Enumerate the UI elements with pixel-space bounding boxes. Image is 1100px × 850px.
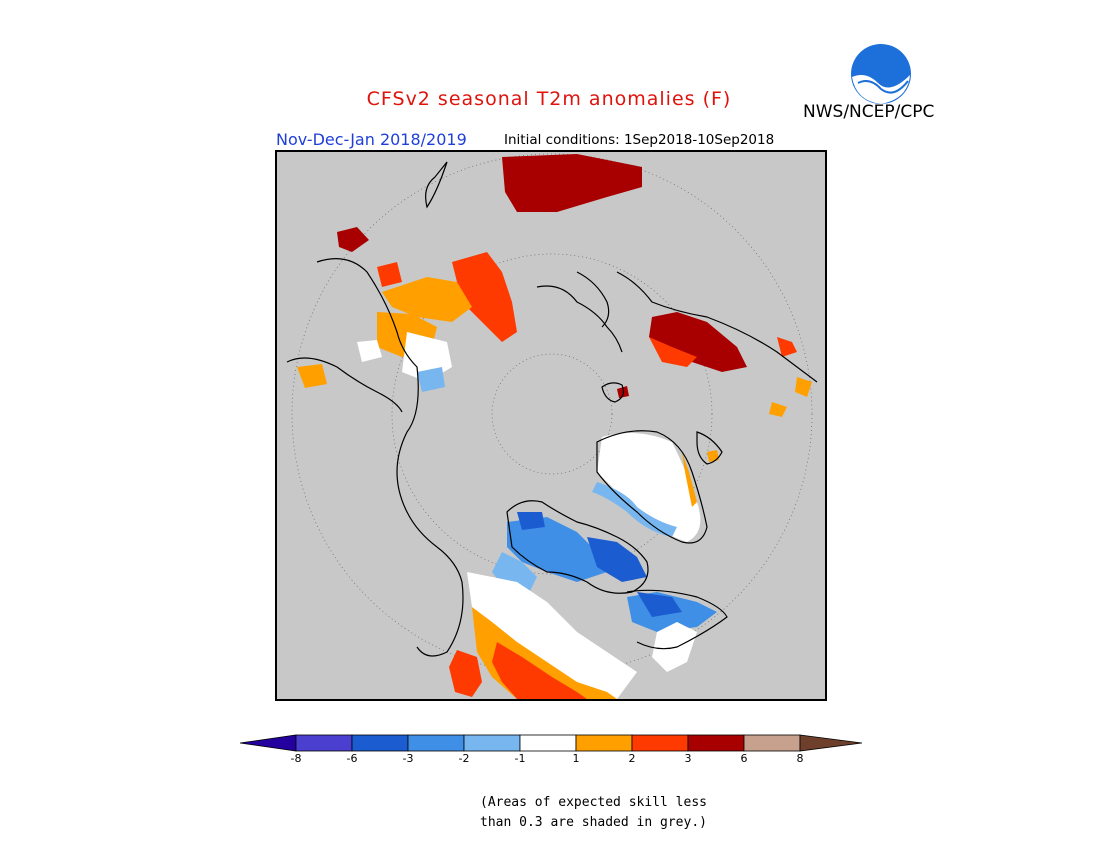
noaa-logo <box>850 43 912 105</box>
color-legend-bar <box>239 734 863 752</box>
organization-label: NWS/NCEP/CPC <box>803 102 935 122</box>
polar-map <box>275 150 827 701</box>
legend-tick-label: 2 <box>628 752 636 765</box>
chart-title: CFSv2 seasonal T2m anomalies (F) <box>366 88 732 110</box>
legend-swatch-8 <box>687 734 745 752</box>
legend-swatch-1 <box>295 734 353 752</box>
coastlines <box>286 161 818 657</box>
legend-swatch-5 <box>519 734 577 752</box>
legend-tick-label: -8 <box>290 752 302 765</box>
legend-swatch-10 <box>799 734 863 752</box>
legend-swatch-4 <box>463 734 521 752</box>
legend-tick-label: 8 <box>796 752 804 765</box>
north-america-shading <box>449 572 697 699</box>
forecast-period: Nov-Dec-Jan 2018/2019 <box>276 130 467 149</box>
skill-note-line-1: (Areas of expected skill less <box>480 795 707 810</box>
legend-tick-label: -6 <box>346 752 358 765</box>
legend-tick-label: 6 <box>740 752 748 765</box>
skill-note-line-2: than 0.3 are shaded in grey.) <box>480 815 707 830</box>
map-canvas <box>286 153 818 699</box>
siberia-shading <box>297 154 642 392</box>
legend-tick-label: 1 <box>572 752 580 765</box>
legend-swatch-0 <box>239 734 297 752</box>
legend-swatch-9 <box>743 734 801 752</box>
skill-note: (Areas of expected skill less than 0.3 a… <box>480 793 707 833</box>
legend-tick-label: -1 <box>514 752 526 765</box>
europe-shading <box>617 312 812 462</box>
initial-conditions: Initial conditions: 1Sep2018-10Sep2018 <box>504 132 775 148</box>
legend-swatch-2 <box>351 734 409 752</box>
legend-tick-label: -2 <box>458 752 470 765</box>
legend-swatch-6 <box>575 734 633 752</box>
greenland-shading <box>592 433 701 542</box>
legend-tick-label: -3 <box>402 752 414 765</box>
legend-swatch-3 <box>407 734 465 752</box>
legend-swatch-7 <box>631 734 689 752</box>
color-legend <box>239 732 863 760</box>
graticule <box>291 153 813 675</box>
legend-tick-label: 3 <box>684 752 692 765</box>
